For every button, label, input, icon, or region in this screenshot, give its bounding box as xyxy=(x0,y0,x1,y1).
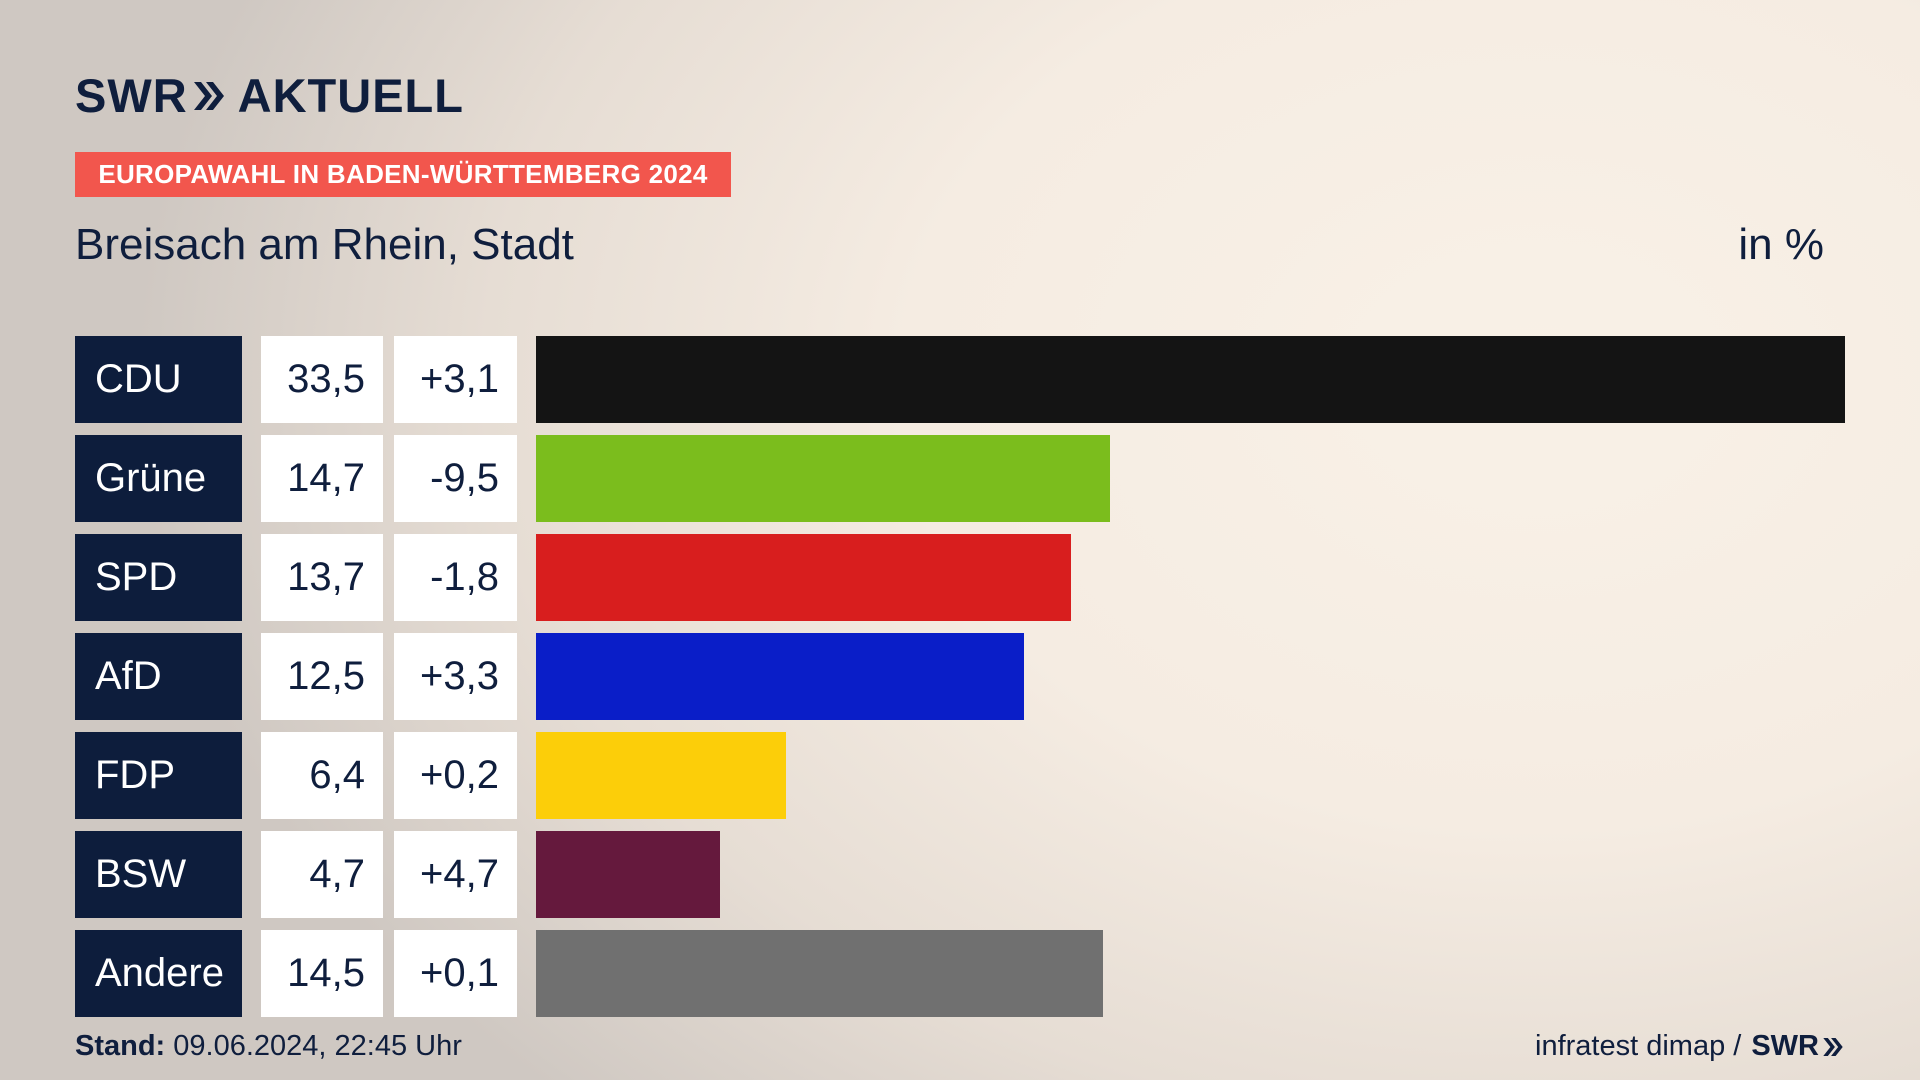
logo-swr-text: SWR xyxy=(75,69,188,122)
party-label: BSW xyxy=(75,831,242,918)
change-value: +0,2 xyxy=(394,732,517,819)
result-bar xyxy=(536,930,1103,1017)
change-value: -1,8 xyxy=(394,534,517,621)
result-bar xyxy=(536,435,1110,522)
chart-subtitle: Breisach am Rhein, Stadt xyxy=(75,220,574,269)
stand-label: Stand: xyxy=(75,1030,166,1062)
vote-share-value: 4,7 xyxy=(261,831,383,918)
vote-share-value: 6,4 xyxy=(261,732,383,819)
result-bar xyxy=(536,534,1071,621)
vote-share-value: 14,5 xyxy=(261,930,383,1017)
change-value: +4,7 xyxy=(394,831,517,918)
result-bar xyxy=(536,831,720,918)
election-badge: EUROPAWAHL IN BADEN-WÜRTTEMBERG 2024 xyxy=(75,152,731,197)
party-label: Andere xyxy=(75,930,242,1017)
result-bar xyxy=(536,732,786,819)
party-label: SPD xyxy=(75,534,242,621)
change-value: -9,5 xyxy=(394,435,517,522)
change-value: +0,1 xyxy=(394,930,517,1017)
change-value: +3,3 xyxy=(394,633,517,720)
swr-small-text: SWR xyxy=(1751,1030,1819,1062)
double-chevron-small-icon xyxy=(1823,1037,1843,1056)
swr-aktuell-logo: SWR AKTUELL xyxy=(75,68,464,123)
swr-small-logo: SWR xyxy=(1751,1030,1844,1063)
timestamp: Stand: 09.06.2024, 22:45 Uhr xyxy=(75,1030,462,1063)
party-label: CDU xyxy=(75,336,242,423)
result-bar xyxy=(536,633,1024,720)
source-text: infratest dimap / xyxy=(1535,1030,1742,1062)
stand-value: 09.06.2024, 22:45 Uhr xyxy=(165,1030,462,1062)
source-credit: infratest dimap / SWR xyxy=(1535,1030,1844,1063)
party-label: Grüne xyxy=(75,435,242,522)
vote-share-value: 14,7 xyxy=(261,435,383,522)
result-bar xyxy=(536,336,1845,423)
vote-share-value: 13,7 xyxy=(261,534,383,621)
change-value: +3,1 xyxy=(394,336,517,423)
double-chevron-icon xyxy=(192,79,226,113)
party-label: FDP xyxy=(75,732,242,819)
party-label: AfD xyxy=(75,633,242,720)
logo-aktuell-text: AKTUELL xyxy=(237,69,464,122)
vote-share-value: 33,5 xyxy=(261,336,383,423)
vote-share-value: 12,5 xyxy=(261,633,383,720)
unit-label: in % xyxy=(1738,220,1824,269)
